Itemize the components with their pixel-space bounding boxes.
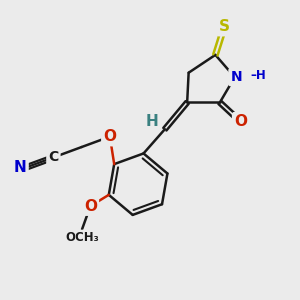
- Text: C: C: [48, 150, 59, 164]
- Text: O: O: [103, 129, 116, 144]
- Text: H: H: [146, 114, 159, 129]
- Text: O: O: [84, 199, 97, 214]
- Text: N: N: [230, 70, 242, 84]
- Text: O: O: [234, 114, 247, 129]
- Text: –H: –H: [250, 69, 266, 82]
- Text: OCH₃: OCH₃: [65, 231, 99, 244]
- Text: S: S: [219, 19, 230, 34]
- Text: N: N: [14, 160, 26, 175]
